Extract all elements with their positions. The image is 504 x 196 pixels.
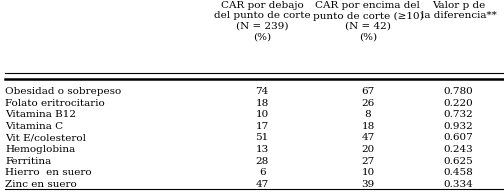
Text: 0.334: 0.334 [444, 180, 474, 189]
Text: 28: 28 [256, 157, 269, 166]
Text: 18: 18 [256, 99, 269, 108]
Text: 27: 27 [361, 157, 374, 166]
Text: 20: 20 [361, 145, 374, 154]
Text: 17: 17 [256, 122, 269, 131]
Text: Valor p de
la diferencia**: Valor p de la diferencia** [421, 1, 496, 20]
Text: 0.607: 0.607 [444, 133, 474, 142]
Text: Zinc en suero: Zinc en suero [5, 180, 77, 189]
Text: 0.625: 0.625 [444, 157, 474, 166]
Text: 51: 51 [256, 133, 269, 142]
Text: 8: 8 [364, 110, 371, 119]
Text: 0.732: 0.732 [444, 110, 474, 119]
Text: 0.932: 0.932 [444, 122, 474, 131]
Text: 67: 67 [361, 87, 374, 96]
Text: Obesidad o sobrepeso: Obesidad o sobrepeso [5, 87, 121, 96]
Text: 26: 26 [361, 99, 374, 108]
Text: 10: 10 [256, 110, 269, 119]
Text: Ferritina: Ferritina [5, 157, 51, 166]
Text: Hierro  en suero: Hierro en suero [5, 168, 92, 177]
Text: 0.780: 0.780 [444, 87, 474, 96]
Text: 18: 18 [361, 122, 374, 131]
Text: Hemoglobina: Hemoglobina [5, 145, 75, 154]
Text: 47: 47 [361, 133, 374, 142]
Text: 74: 74 [256, 87, 269, 96]
Text: Vitamina B12: Vitamina B12 [5, 110, 76, 119]
Text: 0.243: 0.243 [444, 145, 474, 154]
Text: Folato eritrocitario: Folato eritrocitario [5, 99, 105, 108]
Text: 0.220: 0.220 [444, 99, 474, 108]
Text: 47: 47 [256, 180, 269, 189]
Text: CAR por debajo
del punto de corte
(N = 239)
(%): CAR por debajo del punto de corte (N = 2… [214, 1, 310, 41]
Text: 6: 6 [259, 168, 266, 177]
Text: CAR por encima del
punto de corte (≥10)
(N = 42)
(%): CAR por encima del punto de corte (≥10) … [312, 1, 423, 41]
Text: Vitamina C: Vitamina C [5, 122, 63, 131]
Text: 39: 39 [361, 180, 374, 189]
Text: 10: 10 [361, 168, 374, 177]
Text: Vit E/colesterol: Vit E/colesterol [5, 133, 86, 142]
Text: 0.458: 0.458 [444, 168, 474, 177]
Text: 13: 13 [256, 145, 269, 154]
